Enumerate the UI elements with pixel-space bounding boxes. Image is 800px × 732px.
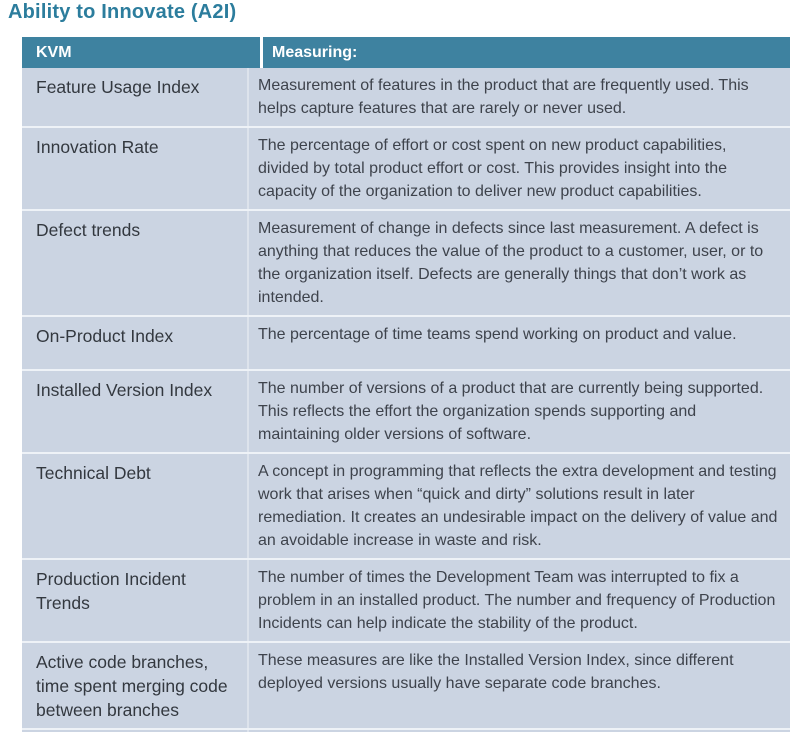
- page-title: Ability to Innovate (A2I): [8, 1, 237, 23]
- table-header-row: KVM Measuring:: [22, 37, 790, 68]
- kvm-cell: Production Incident Trends: [22, 560, 249, 641]
- table-row: Defect trends Measurement of change in d…: [22, 209, 790, 315]
- table-row: On-Product Index The percentage of time …: [22, 315, 790, 369]
- kvm-cell: Feature Usage Index: [22, 68, 249, 126]
- kvm-measures-table: KVM Measuring: Feature Usage Index Measu…: [22, 37, 790, 732]
- table-row: Innovation Rate The percentage of effort…: [22, 126, 790, 209]
- kvm-cell: Defect trends: [22, 211, 249, 315]
- measuring-cell: A concept in programming that reflects t…: [258, 463, 778, 549]
- measuring-cell: Measurement of change in defects since l…: [258, 220, 764, 306]
- kvm-cell: Innovation Rate: [22, 128, 249, 209]
- kvm-cell: Active code branches, time spent merging…: [22, 643, 249, 728]
- kvm-cell: On-Product Index: [22, 317, 249, 369]
- table-body: Feature Usage Index Measurement of featu…: [22, 68, 790, 732]
- kvm-cell: Technical Debt: [22, 454, 249, 558]
- header-cell-measuring: Measuring:: [263, 37, 790, 68]
- table-row: Feature Usage Index Measurement of featu…: [22, 68, 790, 126]
- table-row: Technical Debt A concept in programming …: [22, 452, 790, 558]
- table-row: Time spent context-switching Number of m…: [22, 728, 790, 732]
- measuring-cell: The number of versions of a product that…: [258, 380, 764, 443]
- table-row: Production Incident Trends The number of…: [22, 558, 790, 641]
- table-row: Active code branches, time spent merging…: [22, 641, 790, 728]
- measuring-cell: The percentage of time teams spend worki…: [258, 326, 737, 343]
- table-row: Installed Version Index The number of ve…: [22, 369, 790, 452]
- measuring-cell: The number of times the Development Team…: [258, 569, 776, 632]
- measuring-cell: These measures are like the Installed Ve…: [258, 652, 734, 692]
- kvm-cell: Installed Version Index: [22, 371, 249, 452]
- kvm-cell: Time spent context-switching: [22, 730, 249, 732]
- measuring-cell: The percentage of effort or cost spent o…: [258, 137, 727, 200]
- header-cell-kvm: KVM: [22, 37, 263, 68]
- measuring-cell: Measurement of features in the product t…: [258, 77, 749, 117]
